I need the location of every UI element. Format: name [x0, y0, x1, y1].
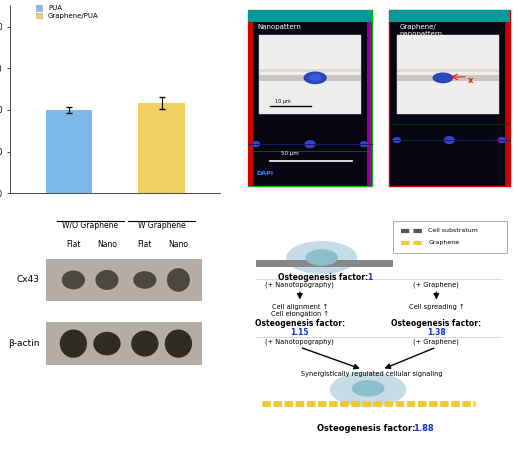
Text: Cell substratum: Cell substratum	[428, 229, 478, 234]
Bar	[46, 110, 92, 193]
Bar	[248, 22, 253, 185]
Text: Synergistically regulated cellular signaling: Synergistically regulated cellular signa…	[301, 371, 443, 377]
Bar	[367, 22, 372, 185]
Circle shape	[361, 142, 368, 146]
Circle shape	[393, 138, 400, 142]
Text: 1.38: 1.38	[427, 328, 445, 337]
Bar	[46, 322, 202, 365]
Ellipse shape	[165, 330, 192, 358]
Bar	[248, 10, 372, 185]
Legend: PUA, Graphene/PUA: PUA, Graphene/PUA	[35, 4, 99, 20]
Text: Osteogenesis factor:: Osteogenesis factor:	[278, 273, 371, 282]
Ellipse shape	[133, 271, 156, 289]
Bar	[397, 75, 499, 81]
Ellipse shape	[286, 241, 357, 274]
Text: Flat: Flat	[138, 240, 152, 249]
Text: (+ Graphene): (+ Graphene)	[413, 338, 459, 345]
Bar	[259, 75, 361, 81]
Text: Nanopattern: Nanopattern	[257, 24, 301, 30]
Circle shape	[498, 138, 506, 142]
Ellipse shape	[95, 270, 119, 290]
Ellipse shape	[60, 330, 87, 358]
Ellipse shape	[433, 73, 452, 83]
Text: Nano: Nano	[97, 240, 117, 249]
Text: Graphene/
nanopattern: Graphene/ nanopattern	[399, 24, 442, 37]
Bar	[388, 10, 510, 22]
Text: 10 μm: 10 μm	[275, 99, 291, 104]
Ellipse shape	[310, 75, 321, 80]
Bar	[388, 10, 510, 185]
Ellipse shape	[352, 380, 384, 397]
Text: (+ Graphene): (+ Graphene)	[413, 281, 459, 288]
Bar	[505, 22, 510, 185]
Text: Osteogenesis factor:: Osteogenesis factor:	[255, 319, 345, 328]
Text: Cell elongation ↑: Cell elongation ↑	[271, 311, 329, 317]
Circle shape	[305, 141, 315, 147]
Text: Nano: Nano	[168, 240, 189, 249]
Bar	[248, 10, 372, 185]
Text: Cell alignment ↑: Cell alignment ↑	[272, 304, 328, 310]
Text: W/O Graphene: W/O Graphene	[62, 221, 118, 230]
Bar	[46, 259, 202, 301]
Text: (+ Nanotopography): (+ Nanotopography)	[265, 338, 334, 345]
Text: X: X	[468, 78, 473, 84]
Text: Graphene: Graphene	[428, 241, 459, 246]
Bar	[397, 35, 499, 114]
Text: DAPI: DAPI	[256, 171, 274, 176]
Text: Osteogenesis factor:: Osteogenesis factor:	[391, 319, 481, 328]
Text: 50 μm: 50 μm	[281, 151, 298, 157]
Text: 1: 1	[367, 273, 372, 282]
Bar	[240, 267, 513, 454]
Circle shape	[444, 137, 454, 144]
Circle shape	[253, 142, 260, 146]
Bar	[259, 69, 361, 72]
FancyBboxPatch shape	[393, 221, 507, 253]
Ellipse shape	[304, 72, 326, 84]
Text: Cx43: Cx43	[17, 275, 40, 285]
Bar	[388, 10, 510, 185]
Bar	[240, 405, 513, 454]
Text: 1.15: 1.15	[291, 328, 309, 337]
Ellipse shape	[305, 249, 338, 266]
Text: Osteogenesis factor:: Osteogenesis factor:	[318, 424, 419, 433]
Bar	[262, 406, 474, 413]
Text: β-actin: β-actin	[8, 339, 40, 348]
Text: (+ Nanotopography): (+ Nanotopography)	[265, 281, 334, 288]
Ellipse shape	[167, 268, 190, 292]
Bar	[138, 103, 185, 193]
Bar	[259, 35, 361, 114]
Text: Flat: Flat	[66, 240, 81, 249]
Bar	[248, 10, 372, 22]
Bar	[397, 69, 499, 72]
Ellipse shape	[131, 330, 159, 357]
Bar	[256, 260, 393, 267]
Text: 1.88: 1.88	[413, 424, 434, 433]
Ellipse shape	[330, 372, 406, 407]
Text: W Graphene: W Graphene	[138, 221, 185, 230]
Ellipse shape	[62, 270, 85, 289]
Text: Cell spreading ↑: Cell spreading ↑	[409, 304, 464, 310]
Ellipse shape	[93, 332, 121, 355]
